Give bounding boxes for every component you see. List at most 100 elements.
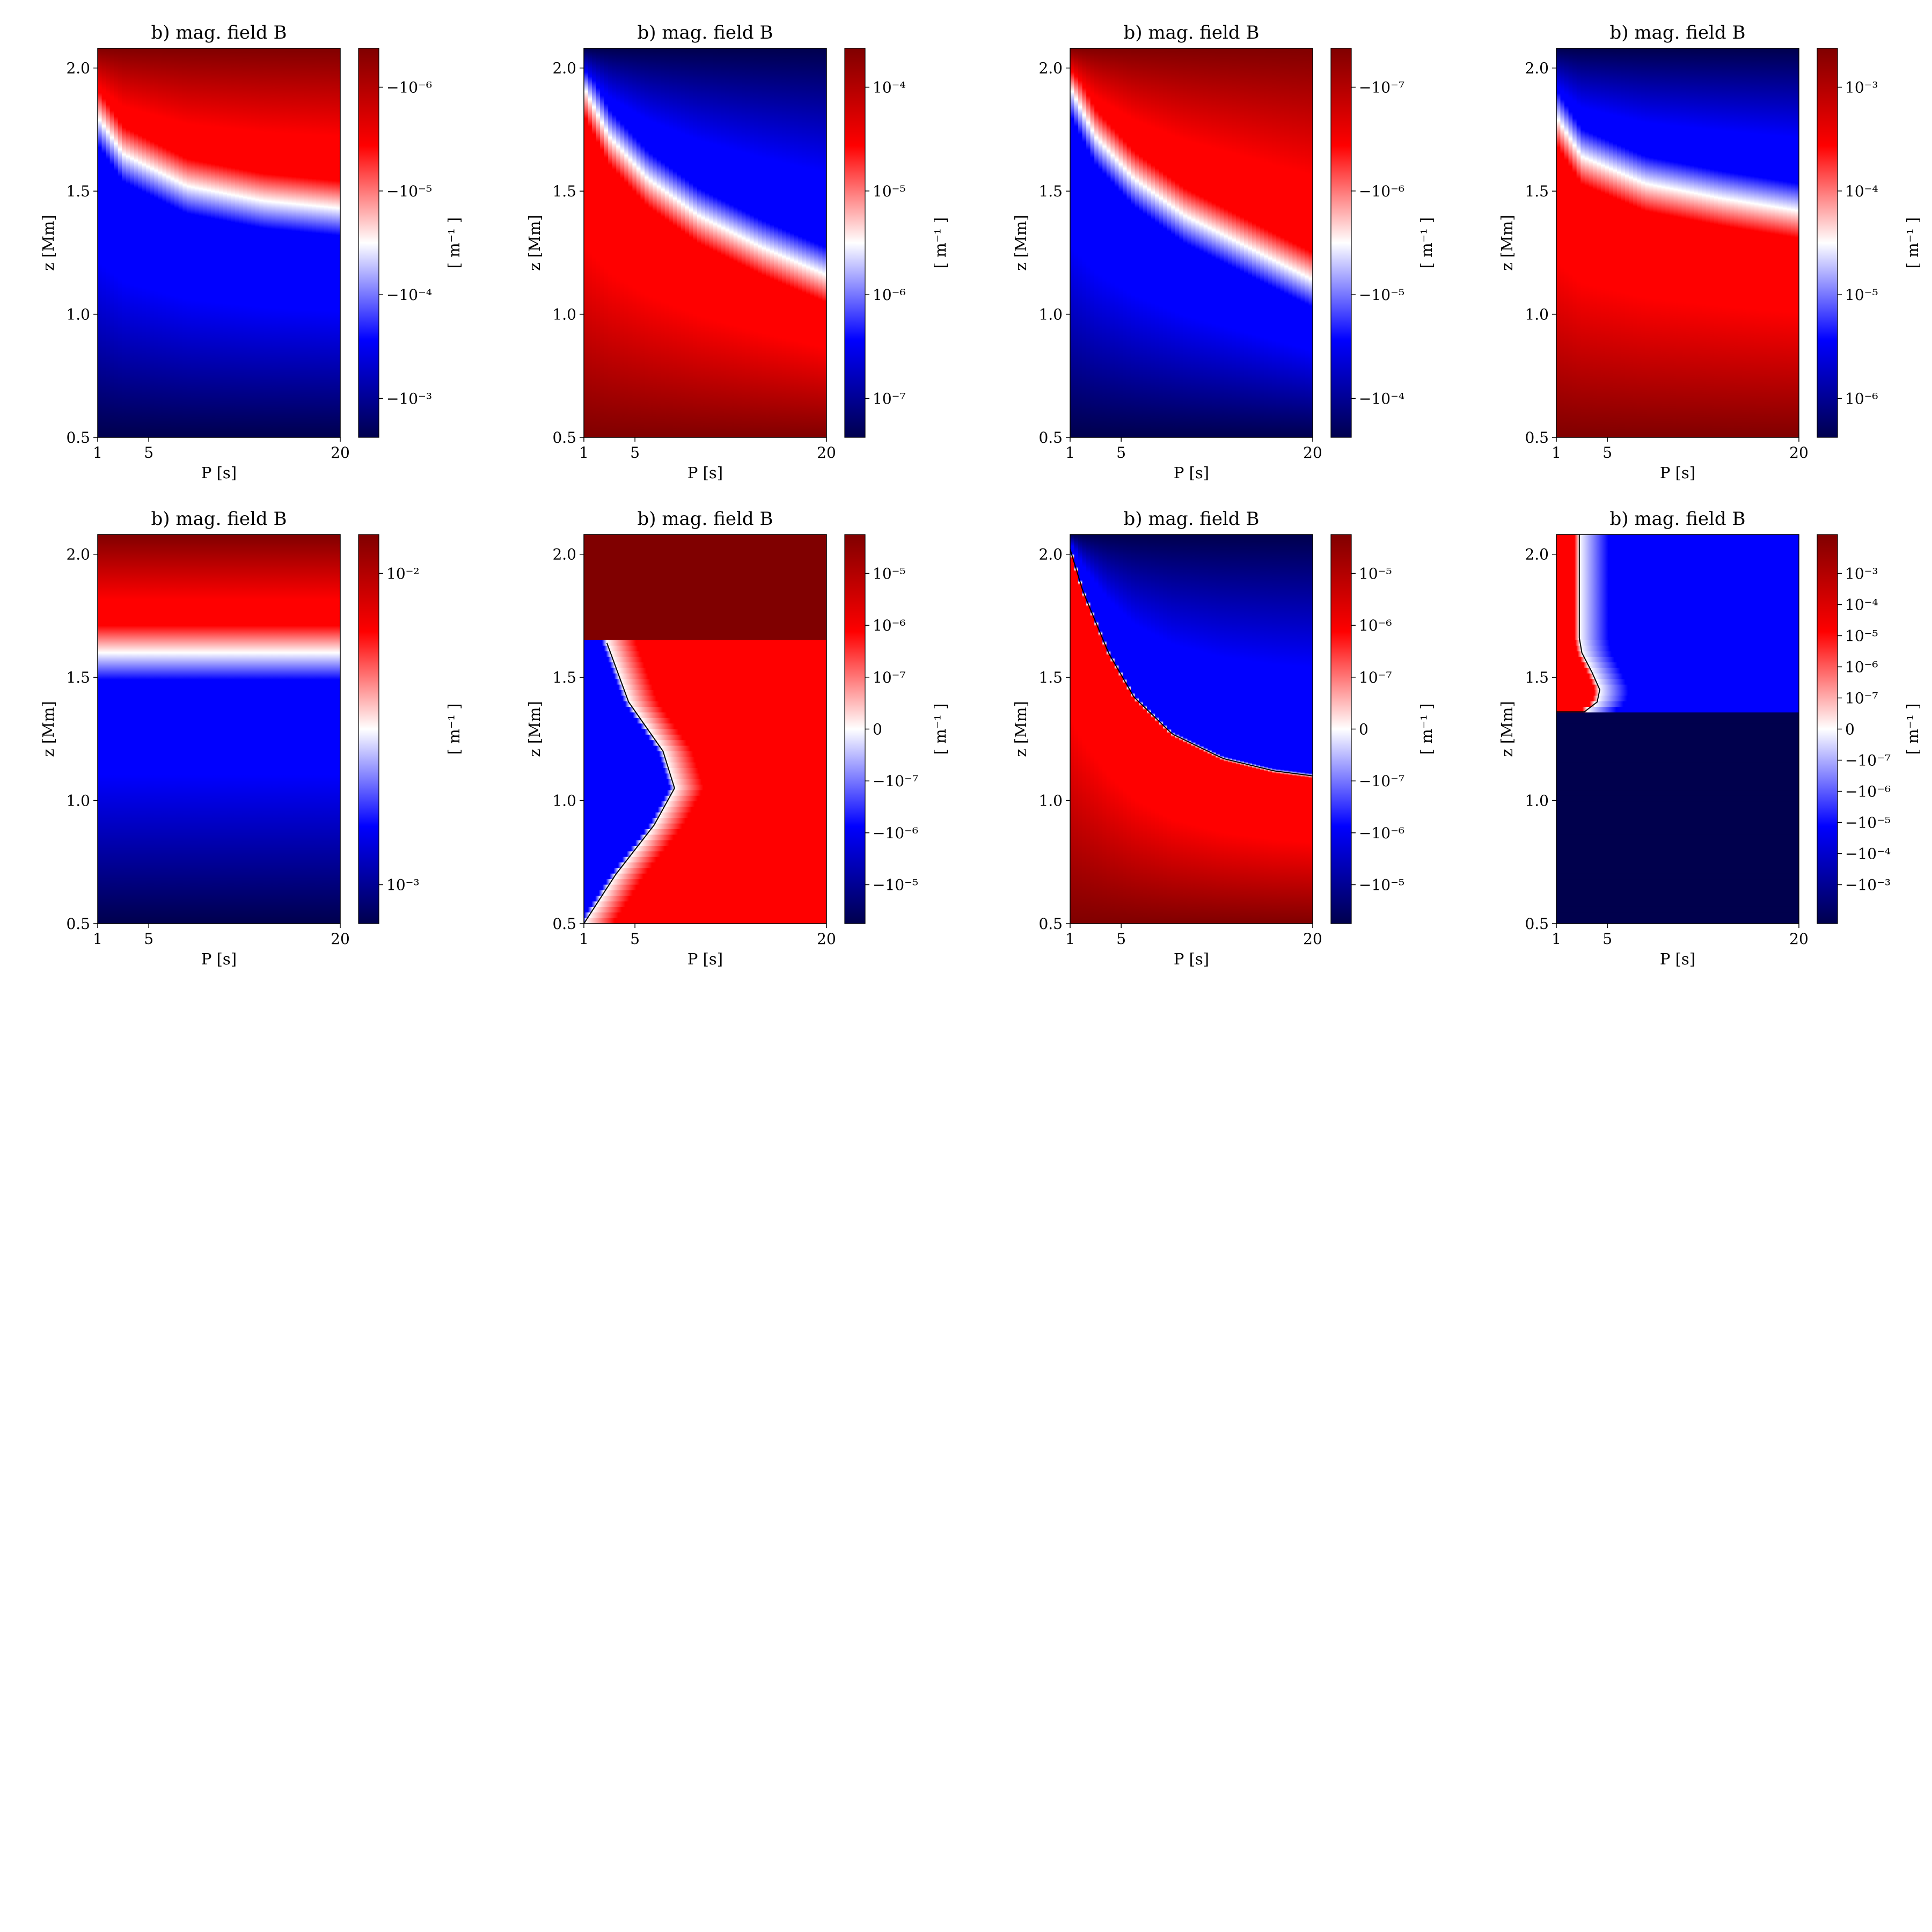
colorbar-tick-label: 10⁻⁷ <box>873 669 906 686</box>
colorbar-tick-label: −10⁻³ <box>1845 876 1891 894</box>
y-tick-label: 1.0 <box>66 792 90 810</box>
chart-panel-8: b) mag. field B 1 5 20 0.5 1.0 1.5 2.0 P [s] z [M… <box>1459 486 1932 969</box>
y-tick-label: 1.5 <box>552 669 576 686</box>
colorbar-tick-label: −10⁻⁶ <box>386 79 432 97</box>
colorbar-tick-label: 10⁻⁴ <box>873 79 906 97</box>
colorbar-label: [ m⁻¹ ] <box>931 704 949 755</box>
chart-svg: b) mag. field B 1 5 20 0.5 1.0 1.5 2.0 P [s] z [M… <box>525 22 949 482</box>
colorbar-label: [ m⁻¹ ] <box>1417 704 1436 755</box>
x-tick-label: 20 <box>1303 444 1322 462</box>
x-tick-label: 1 <box>1065 444 1075 462</box>
colorbar-tick-label: 10⁻⁵ <box>1359 565 1392 583</box>
y-tick-label: 1.5 <box>66 182 90 200</box>
colorbar-tick-label: −10⁻⁴ <box>1359 390 1404 408</box>
chart-title: b) mag. field B <box>638 508 773 530</box>
colorbar-tick-label: 10⁻⁶ <box>1359 617 1392 634</box>
heatmap-field <box>1556 535 1799 924</box>
y-tick-label: 1.0 <box>66 306 90 324</box>
y-tick-label: 1.0 <box>552 792 576 810</box>
y-tick-label: 2.0 <box>66 546 90 564</box>
y-axis-label: z [Mm] <box>1498 701 1516 757</box>
colorbar-label: [ m⁻¹ ] <box>1417 217 1436 269</box>
colorbar <box>844 48 866 438</box>
colorbar-tick-label: −10⁻⁷ <box>1359 79 1404 97</box>
y-tick-label: 2.0 <box>1038 60 1063 77</box>
heatmap-field <box>1070 48 1313 437</box>
y-tick-label: 0.5 <box>1525 915 1549 933</box>
x-tick-label: 20 <box>1789 444 1809 462</box>
chart-svg: b) mag. field B 1 5 20 0.5 1.0 1.5 2.0 P [s] z [M… <box>1498 508 1922 968</box>
colorbar <box>1817 48 1838 438</box>
y-axis-label: z [Mm] <box>525 215 544 270</box>
y-tick-label: 1.0 <box>1038 306 1063 324</box>
colorbar-tick-label: −10⁻⁵ <box>1359 286 1404 304</box>
x-tick-label: 20 <box>331 930 350 948</box>
x-tick-label: 5 <box>1116 930 1126 948</box>
x-tick-label: 1 <box>579 930 589 948</box>
colorbar-tick-label: 10⁻³ <box>386 876 420 894</box>
y-tick-label: 0.5 <box>66 915 90 933</box>
colorbar-tick-label: 10⁻⁵ <box>873 182 906 200</box>
colorbar <box>1817 534 1838 924</box>
y-tick-label: 1.5 <box>66 669 90 686</box>
colorbar-tick-label: −10⁻⁶ <box>873 824 918 842</box>
x-axis-label: P [s] <box>1660 950 1695 968</box>
x-tick-label: 5 <box>630 930 640 948</box>
chart-svg: b) mag. field B 1 5 20 0.5 1.0 1.5 2.0 P [s] z [M… <box>39 22 463 482</box>
chart-svg: b) mag. field B 1 5 20 0.5 1.0 1.5 2.0 P [s] z [M… <box>1498 22 1922 482</box>
colorbar-tick-label: 10⁻³ <box>1845 565 1878 583</box>
colorbar-tick-label: 10⁻⁴ <box>1845 596 1878 614</box>
x-axis-label: P [s] <box>687 950 723 968</box>
y-tick-label: 2.0 <box>66 60 90 77</box>
colorbar <box>1330 48 1352 438</box>
zero-contour <box>584 642 675 924</box>
chart-svg: b) mag. field B 1 5 20 0.5 1.0 1.5 2.0 P [s] z [M… <box>39 508 463 968</box>
y-tick-label: 0.5 <box>1525 429 1549 447</box>
chart-title: b) mag. field B <box>151 508 287 530</box>
colorbar-tick-label: −10⁻⁴ <box>1845 845 1891 863</box>
y-tick-label: 0.5 <box>552 429 576 447</box>
plot-frame <box>1556 48 1799 438</box>
plot-frame <box>1070 534 1313 924</box>
x-tick-label: 20 <box>817 444 836 462</box>
chart-title: b) mag. field B <box>1124 508 1260 530</box>
y-tick-label: 2.0 <box>552 60 576 77</box>
x-axis-label: P [s] <box>1174 950 1209 968</box>
colorbar-tick-label: −10⁻⁶ <box>1845 783 1891 801</box>
x-axis-label: P [s] <box>1174 464 1209 482</box>
colorbar-tick-label: −10⁻⁵ <box>1845 814 1891 832</box>
zero-contour <box>1556 535 1600 713</box>
y-axis-label: z [Mm] <box>1498 215 1516 270</box>
chart-title: b) mag. field B <box>151 22 287 43</box>
y-axis-label: z [Mm] <box>39 701 57 757</box>
colorbar-label: [ m⁻¹ ] <box>931 217 949 269</box>
colorbar-tick-label: 0 <box>873 721 882 738</box>
colorbar-tick-label: −10⁻⁷ <box>1845 752 1891 770</box>
heatmap-field <box>98 535 340 924</box>
x-tick-label: 20 <box>331 444 350 462</box>
y-tick-label: 1.0 <box>1038 792 1063 810</box>
y-tick-label: 0.5 <box>1038 915 1063 933</box>
y-tick-label: 1.5 <box>1038 669 1063 686</box>
colorbar-tick-label: 10⁻⁵ <box>1845 286 1878 304</box>
y-tick-label: 1.5 <box>1038 182 1063 200</box>
colorbar-tick-label: −10⁻³ <box>386 390 432 408</box>
colorbar-label: [ m⁻¹ ] <box>1904 704 1922 755</box>
chart-panel-1: b) mag. field B 1 5 20 0.5 1.0 1.5 2.0 P [s] z [M… <box>0 0 483 483</box>
y-axis-label: z [Mm] <box>1012 215 1030 270</box>
plot-frame <box>583 534 827 924</box>
colorbar-tick-label: 0 <box>1359 721 1368 738</box>
y-tick-label: 0.5 <box>66 429 90 447</box>
chart-panel-4: b) mag. field B 1 5 20 0.5 1.0 1.5 2.0 P [s] z [M… <box>1459 0 1932 483</box>
colorbar-tick-label: −10⁻⁵ <box>873 876 918 894</box>
colorbar <box>358 534 379 924</box>
colorbar-label: [ m⁻¹ ] <box>445 704 463 755</box>
chart-svg: b) mag. field B 1 5 20 0.5 1.0 1.5 2.0 P [s] z [M… <box>525 508 949 968</box>
y-tick-label: 2.0 <box>1038 546 1063 564</box>
y-tick-label: 0.5 <box>552 915 576 933</box>
colorbar-tick-label: 10⁻⁶ <box>873 617 906 634</box>
y-tick-label: 1.5 <box>1525 182 1549 200</box>
colorbar-tick-label: −10⁻⁶ <box>1359 182 1404 200</box>
y-tick-label: 2.0 <box>1525 60 1549 77</box>
heatmap-field <box>584 48 826 437</box>
